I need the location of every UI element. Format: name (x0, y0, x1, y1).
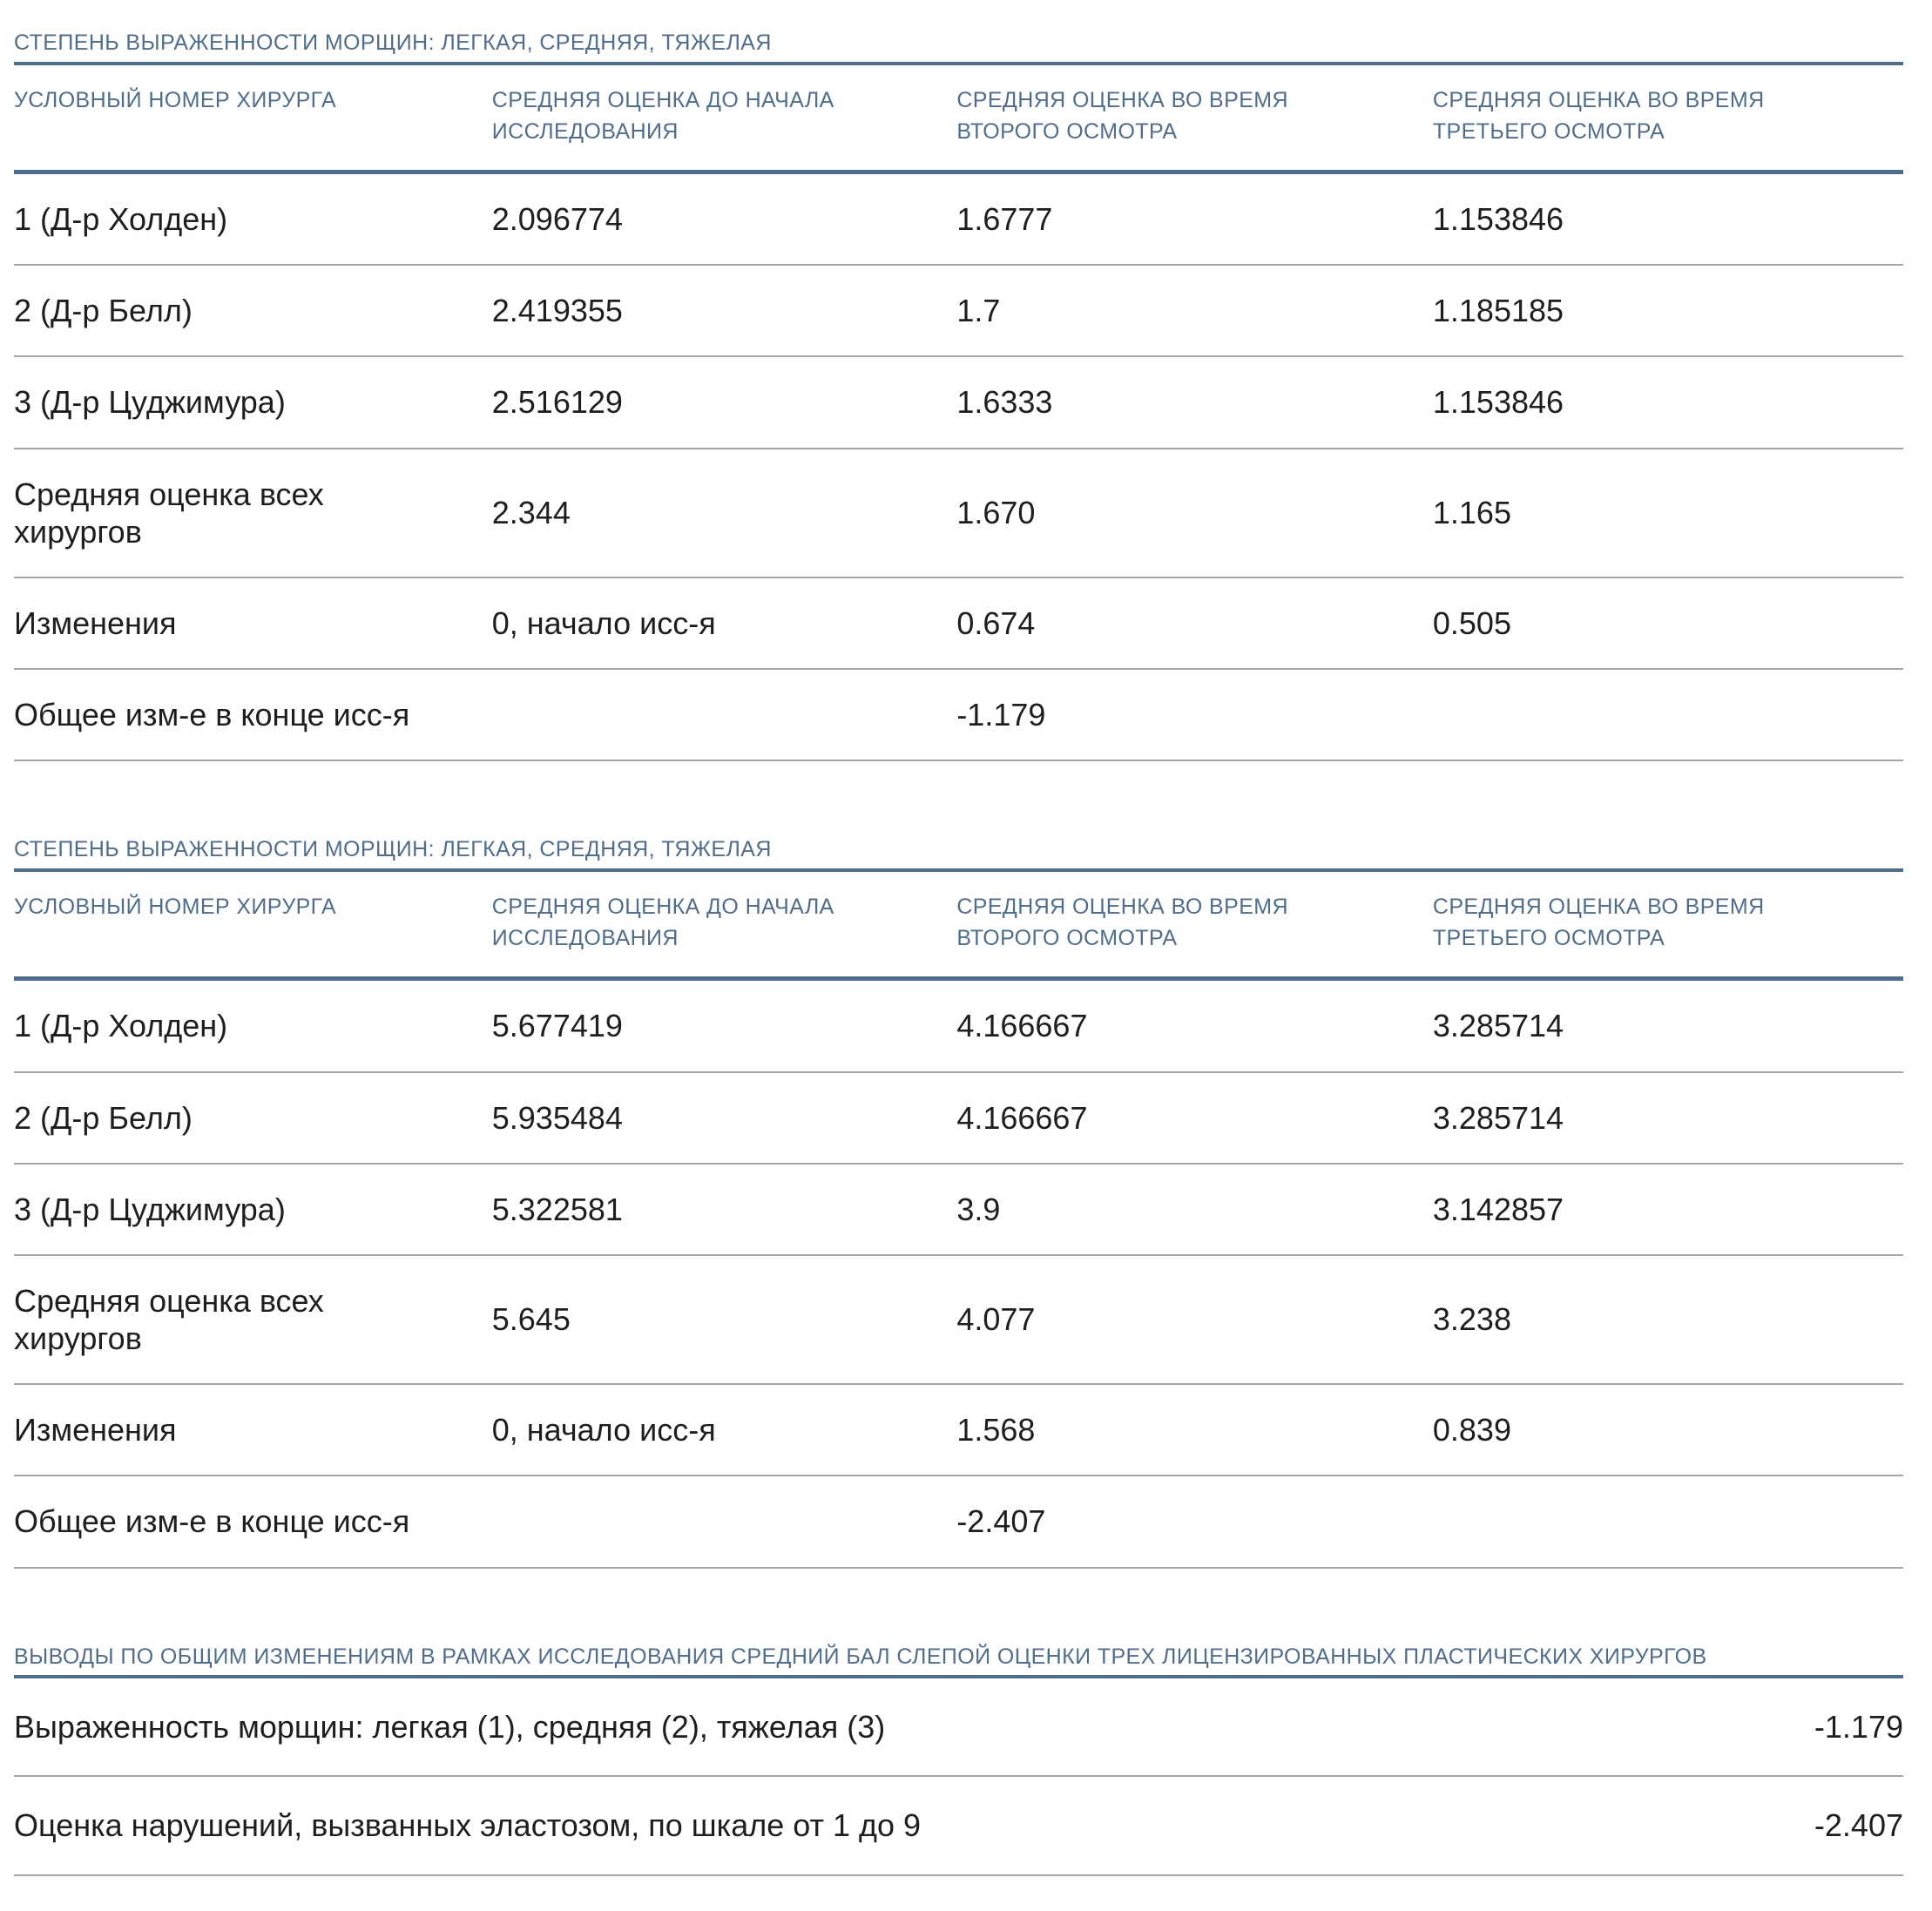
cell-value: 5.935484 (491, 1071, 957, 1165)
cell-value: 1.568 (956, 1384, 1433, 1477)
cell-value: 1.185185 (1432, 265, 1903, 358)
cell-value: 1.7 (956, 265, 1433, 358)
cell-value: 1.165 (1432, 448, 1903, 578)
cell-value (491, 1475, 957, 1569)
table-header-row: УСЛОВНЫЙ НОМЕР ХИРУРГА СРЕДНЯЯ ОЦЕНКА ДО… (14, 64, 1903, 174)
cell-value: 4.077 (956, 1254, 1433, 1386)
table-header-row: УСЛОВНЫЙ НОМЕР ХИРУРГА СРЕДНЯЯ ОЦЕНКА ДО… (14, 871, 1903, 982)
cell-value: 1.153846 (1432, 172, 1903, 267)
row-label: 3 (Д-р Цуджимура) (14, 356, 492, 449)
row-label: 1 (Д-р Холден) (14, 172, 492, 267)
column-header-second-exam: СРЕДНЯЯ ОЦЕНКА ВО ВРЕМЯ ВТОРОГО ОСМОТРА (956, 871, 1433, 982)
table-row: 3 (Д-р Цуджимура) 5.322581 3.9 3.142857 (14, 1163, 1903, 1256)
row-label: Средняя оценка всех хирургов (14, 448, 492, 578)
cell-value: 1.6777 (956, 172, 1433, 267)
cell-value: 5.322581 (491, 1163, 957, 1256)
table-row: 3 (Д-р Цуджимура) 2.516129 1.6333 1.1538… (14, 356, 1903, 449)
column-header-baseline: СРЕДНЯЯ ОЦЕНКА ДО НАЧАЛА ИССЛЕДОВАНИЯ (491, 64, 957, 174)
row-label: 2 (Д-р Белл) (14, 265, 492, 358)
table-grid: УСЛОВНЫЙ НОМЕР ХИРУРГА СРЕДНЯЯ ОЦЕНКА ДО… (14, 871, 1903, 1569)
table-caption: ВЫВОДЫ ПО ОБЩИМ ИЗМЕНЕНИЯМ В РАМКАХ ИССЛ… (14, 1644, 1903, 1679)
cell-value: 3.142857 (1432, 1163, 1903, 1256)
row-label: 1 (Д-р Холден) (14, 978, 492, 1073)
cell-value: 5.677419 (491, 978, 957, 1073)
table-row: Изменения 0, начало исс-я 1.568 0.839 (14, 1384, 1903, 1477)
cell-value: 0.674 (956, 577, 1433, 671)
column-header-third-exam: СРЕДНЯЯ ОЦЕНКА ВО ВРЕМЯ ТРЕТЬЕГО ОСМОТРА (1432, 64, 1903, 174)
cell-value: 5.645 (491, 1254, 957, 1386)
cell-value: 0.839 (1432, 1384, 1903, 1477)
cell-value (1432, 1475, 1903, 1569)
table-row: Средняя оценка всех хирургов 2.344 1.670… (14, 448, 1903, 578)
cell-value: 4.166667 (956, 1071, 1433, 1165)
cell-value: 1.6333 (956, 356, 1433, 449)
cell-value: 3.285714 (1432, 1071, 1903, 1165)
table-row: 1 (Д-р Холден) 5.677419 4.166667 3.28571… (14, 978, 1903, 1073)
row-label: Оценка нарушений, вызванных эластозом, п… (14, 1776, 959, 1876)
table-row: 2 (Д-р Белл) 2.419355 1.7 1.185185 (14, 265, 1903, 358)
cell-value (1432, 669, 1903, 762)
row-label: Средняя оценка всех хирургов (14, 1254, 492, 1386)
cell-value: 1.670 (956, 448, 1433, 578)
cell-value (491, 669, 957, 762)
cell-value: 2.344 (491, 448, 957, 578)
cell-value: 0, начало исс-я (491, 1384, 957, 1477)
cell-value: 4.166667 (956, 978, 1433, 1073)
column-header-surgeon: УСЛОВНЫЙ НОМЕР ХИРУРГА (14, 64, 492, 174)
cell-value: 3.9 (956, 1163, 1433, 1256)
row-label: Изменения (14, 1384, 492, 1477)
table-caption: СТЕПЕНЬ ВЫРАЖЕННОСТИ МОРЩИН: ЛЕГКАЯ, СРЕ… (14, 838, 1903, 872)
cell-value: -2.407 (958, 1776, 1903, 1876)
row-label: 2 (Д-р Белл) (14, 1071, 492, 1165)
table-row: Общее изм-е в конце исс-я -2.407 (14, 1475, 1903, 1569)
row-label: Изменения (14, 577, 492, 671)
column-header-baseline: СРЕДНЯЯ ОЦЕНКА ДО НАЧАЛА ИССЛЕДОВАНИЯ (491, 871, 957, 982)
cell-value: 2.516129 (491, 356, 957, 449)
wrinkle-severity-table-2: СТЕПЕНЬ ВЫРАЖЕННОСТИ МОРЩИН: ЛЕГКАЯ, СРЕ… (14, 838, 1903, 1569)
column-header-third-exam: СРЕДНЯЯ ОЦЕНКА ВО ВРЕМЯ ТРЕТЬЕГО ОСМОТРА (1432, 871, 1903, 982)
cell-value: 0.505 (1432, 577, 1903, 671)
column-header-second-exam: СРЕДНЯЯ ОЦЕНКА ВО ВРЕМЯ ВТОРОГО ОСМОТРА (956, 64, 1433, 174)
table-row: 2 (Д-р Белл) 5.935484 4.166667 3.285714 (14, 1071, 1903, 1165)
table-grid: УСЛОВНЫЙ НОМЕР ХИРУРГА СРЕДНЯЯ ОЦЕНКА ДО… (14, 64, 1903, 762)
row-label: Общее изм-е в конце исс-я (14, 1475, 492, 1569)
table-row: Выраженность морщин: легкая (1), средняя… (14, 1678, 1903, 1778)
study-conclusions-table: ВЫВОДЫ ПО ОБЩИМ ИЗМЕНЕНИЯМ В РАМКАХ ИССЛ… (14, 1644, 1903, 1876)
table-row: Средняя оценка всех хирургов 5.645 4.077… (14, 1254, 1903, 1386)
table-grid: Выраженность морщин: легкая (1), средняя… (14, 1678, 1903, 1876)
cell-value: -2.407 (956, 1475, 1433, 1569)
cell-value: 2.096774 (491, 172, 957, 267)
column-header-surgeon: УСЛОВНЫЙ НОМЕР ХИРУРГА (14, 871, 492, 982)
cell-value: -1.179 (958, 1678, 1903, 1778)
cell-value: 2.419355 (491, 265, 957, 358)
table-caption: СТЕПЕНЬ ВЫРАЖЕННОСТИ МОРЩИН: ЛЕГКАЯ, СРЕ… (14, 30, 1903, 65)
row-label: 3 (Д-р Цуджимура) (14, 1163, 492, 1256)
table-row: 1 (Д-р Холден) 2.096774 1.6777 1.153846 (14, 172, 1903, 267)
cell-value: 3.285714 (1432, 978, 1903, 1073)
table-row: Общее изм-е в конце исс-я -1.179 (14, 669, 1903, 762)
cell-value: -1.179 (956, 669, 1433, 762)
cell-value: 3.238 (1432, 1254, 1903, 1386)
table-row: Изменения 0, начало исс-я 0.674 0.505 (14, 577, 1903, 671)
wrinkle-severity-table-1: СТЕПЕНЬ ВЫРАЖЕННОСТИ МОРЩИН: ЛЕГКАЯ, СРЕ… (14, 30, 1903, 762)
cell-value: 0, начало исс-я (491, 577, 957, 671)
cell-value: 1.153846 (1432, 356, 1903, 449)
table-row: Оценка нарушений, вызванных эластозом, п… (14, 1776, 1903, 1876)
row-label: Выраженность морщин: легкая (1), средняя… (14, 1678, 959, 1778)
row-label: Общее изм-е в конце исс-я (14, 669, 492, 762)
